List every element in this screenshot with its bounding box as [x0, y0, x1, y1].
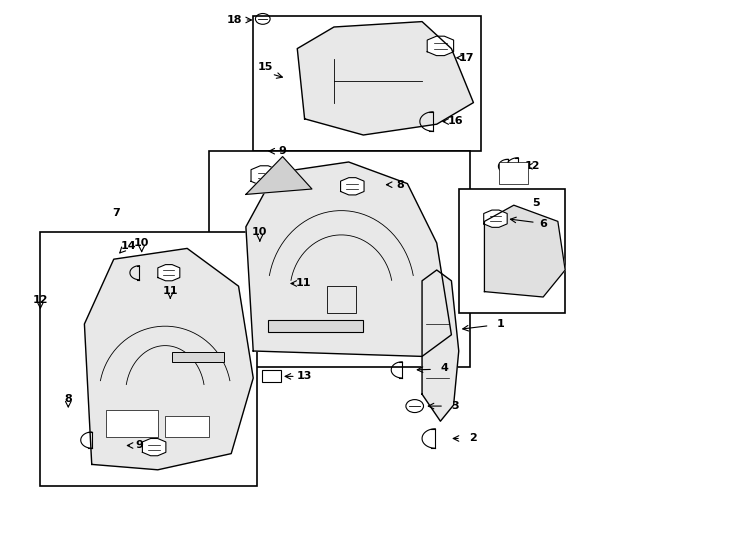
Polygon shape — [84, 248, 253, 470]
Text: 8: 8 — [65, 394, 72, 403]
Text: 1: 1 — [497, 319, 504, 329]
Text: 14: 14 — [120, 241, 137, 251]
Text: 15: 15 — [258, 63, 272, 72]
Polygon shape — [246, 162, 451, 356]
Polygon shape — [427, 36, 454, 56]
Polygon shape — [142, 438, 166, 456]
Polygon shape — [158, 265, 180, 281]
Text: 17: 17 — [458, 53, 474, 63]
Text: 18: 18 — [227, 15, 243, 25]
Text: 4: 4 — [440, 363, 448, 373]
Polygon shape — [341, 178, 364, 195]
Text: 9: 9 — [279, 146, 286, 156]
Bar — [165, 416, 209, 437]
Bar — [459, 189, 565, 313]
Text: 12: 12 — [32, 295, 48, 305]
Bar — [268, 320, 363, 332]
Text: 16: 16 — [448, 117, 464, 126]
Polygon shape — [251, 166, 277, 185]
Bar — [499, 162, 528, 184]
Bar — [106, 410, 158, 437]
Text: 10: 10 — [134, 238, 149, 248]
Bar — [172, 352, 224, 362]
Bar — [327, 286, 356, 313]
Text: 10: 10 — [252, 227, 267, 237]
Text: 2: 2 — [470, 434, 477, 443]
Bar — [40, 232, 257, 486]
Text: 12: 12 — [524, 161, 540, 171]
Text: 11: 11 — [296, 279, 312, 288]
Polygon shape — [422, 270, 459, 421]
Polygon shape — [246, 157, 312, 194]
Polygon shape — [484, 210, 507, 227]
Text: 8: 8 — [396, 180, 404, 190]
Bar — [253, 16, 481, 151]
Text: 13: 13 — [297, 372, 312, 381]
Text: 5: 5 — [532, 198, 539, 207]
Text: 6: 6 — [539, 219, 547, 229]
Text: 11: 11 — [162, 286, 178, 295]
Text: 3: 3 — [451, 401, 459, 411]
Polygon shape — [484, 205, 565, 297]
Bar — [209, 151, 470, 367]
Bar — [262, 370, 280, 382]
Text: 7: 7 — [112, 208, 120, 218]
Text: 9: 9 — [136, 441, 143, 450]
Polygon shape — [297, 22, 473, 135]
